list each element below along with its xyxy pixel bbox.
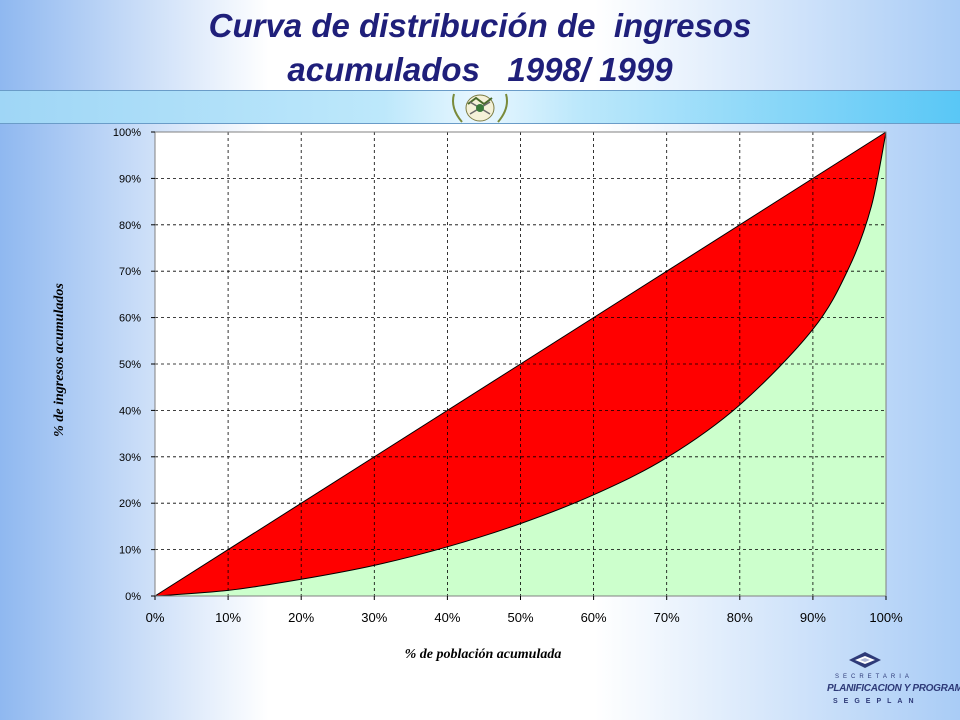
y-tick-label: 100% — [113, 127, 141, 139]
x-axis-ticks: 0% 10% 20% 30% 40% 50% 60% 70% 80% 90% 100% — [146, 596, 903, 625]
segeplan-logo-icon: SECRETARIA PLANIFICACION Y PROGRAMACION … — [825, 650, 960, 714]
y-tick-label: 0% — [125, 591, 141, 603]
y-axis-label: % de ingresos acumulados — [52, 283, 67, 437]
segeplan-emblem — [849, 652, 881, 668]
logo-text-segeplan: SEGEPLAN — [833, 698, 920, 705]
x-tick-label: 80% — [727, 610, 753, 625]
x-tick-label: 70% — [654, 610, 680, 625]
grid-lines — [155, 132, 886, 596]
y-axis-ticks: 0% 10% 20% 30% 40% 50% 60% 70% 80% 90% 100% — [113, 127, 155, 603]
x-tick-label: 10% — [215, 610, 241, 625]
guatemala-coat-of-arms-icon — [452, 93, 508, 123]
x-tick-label: 60% — [581, 610, 607, 625]
logo-text-planificacion: PLANIFICACION Y PROGRAMACION — [827, 683, 960, 694]
x-tick-label: 100% — [869, 610, 903, 625]
title-line-1: Curva de distribución de ingresos — [208, 7, 752, 44]
equality-line — [154, 131, 887, 597]
x-tick-label: 20% — [288, 610, 314, 625]
x-tick-label: 0% — [146, 610, 165, 625]
title-line-2: acumulados 1998/ 1999 — [287, 51, 673, 88]
y-tick-label: 50% — [119, 359, 141, 371]
x-tick-label: 90% — [800, 610, 826, 625]
x-tick-label: 30% — [361, 610, 387, 625]
y-tick-label: 10% — [119, 545, 141, 557]
y-tick-label: 60% — [119, 313, 141, 325]
y-tick-label: 30% — [119, 452, 141, 464]
income-area — [155, 132, 886, 596]
logo-text-secretaria: SECRETARIA — [835, 674, 913, 680]
lorenz-curve-line — [154, 131, 887, 597]
x-tick-label: 40% — [434, 610, 460, 625]
x-axis-label: % de población acumulada — [405, 647, 562, 662]
y-tick-label: 40% — [119, 405, 141, 417]
y-tick-label: 70% — [119, 266, 141, 278]
page-title: Curva de distribución de ingresos acumul… — [0, 4, 960, 92]
x-tick-label: 50% — [507, 610, 533, 625]
y-tick-label: 80% — [119, 220, 141, 232]
y-tick-label: 20% — [119, 498, 141, 510]
y-tick-label: 90% — [119, 173, 141, 185]
